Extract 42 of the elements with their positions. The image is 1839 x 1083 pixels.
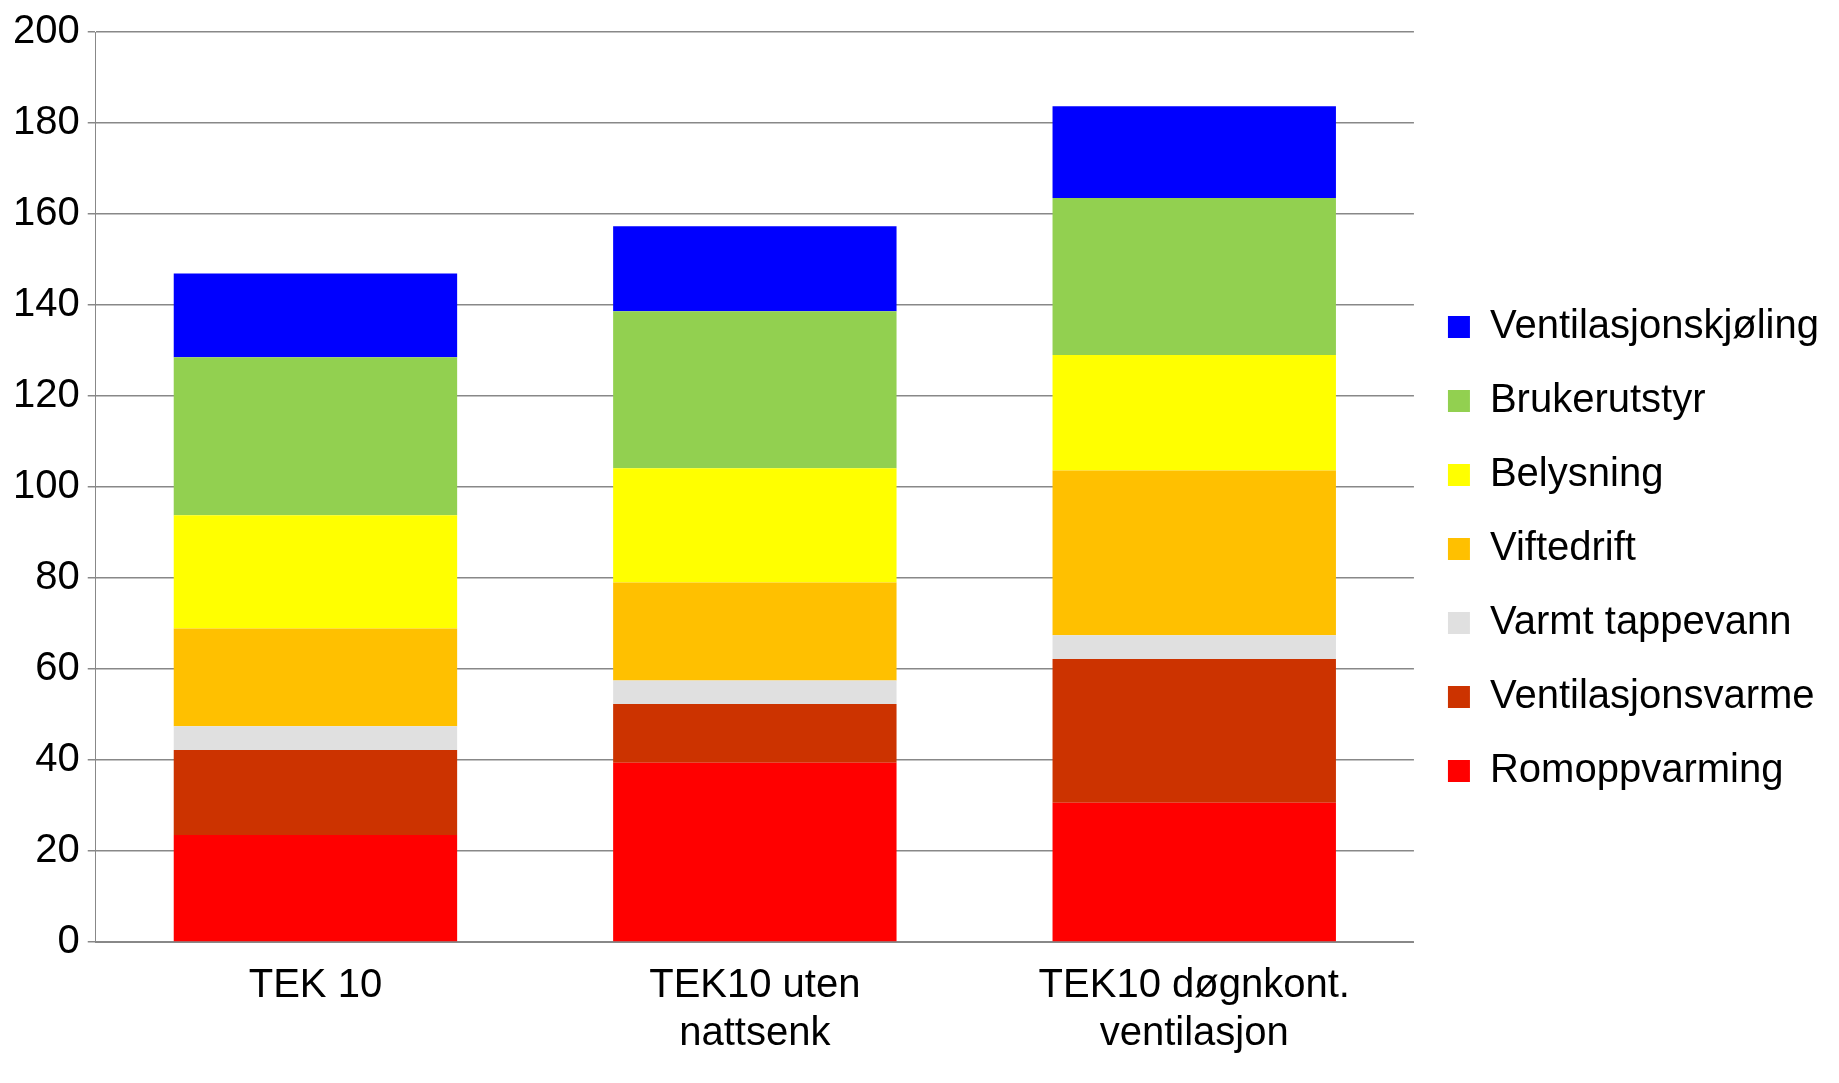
bar [613, 226, 897, 312]
legend-label: Ventilasjonskjøling [1489, 302, 1819, 347]
y-tick-label: 40 [35, 735, 80, 780]
bar [1052, 106, 1336, 199]
bar [1052, 658, 1336, 803]
y-tick-label: 120 [12, 371, 80, 416]
bar [613, 762, 897, 942]
bar [613, 311, 897, 469]
bar [173, 628, 458, 727]
bar [173, 726, 458, 750]
legend-label: Viftedrift [1489, 524, 1636, 569]
y-tick-label: 80 [35, 553, 80, 598]
bar [1052, 355, 1336, 471]
x-tick-label: TEK 10 [248, 961, 383, 1006]
bar [173, 835, 458, 942]
bar [173, 749, 458, 836]
bar [1052, 635, 1336, 659]
y-tick-label: 20 [35, 826, 80, 871]
bar [613, 582, 897, 681]
y-tick-label: 0 [57, 917, 80, 962]
bar [1052, 198, 1336, 356]
bar [613, 468, 897, 583]
y-tick-label: 200 [12, 7, 80, 52]
y-tick-label: 180 [12, 98, 80, 143]
y-tick-label: 100 [12, 462, 80, 507]
x-tick-label: TEK10 døgnkont. ventilasjon [1038, 961, 1350, 1054]
y-tick-label: 160 [12, 189, 80, 234]
x-tick-label: TEK10 uten nattsenk [649, 961, 861, 1054]
y-tick-label: 140 [12, 280, 80, 325]
bar [1052, 802, 1336, 942]
legend-label: Belysning [1489, 450, 1664, 495]
bar [613, 680, 897, 705]
legend-label: Brukerutstyr [1489, 376, 1706, 421]
bar [173, 273, 458, 358]
bar [1052, 470, 1336, 636]
y-tick-label: 60 [35, 644, 80, 689]
legend-label: Ventilasjonsvarme [1489, 672, 1815, 717]
bar [173, 357, 458, 516]
legend-label: Romoppvarming [1489, 746, 1784, 791]
bar [613, 704, 897, 763]
bar [173, 515, 458, 629]
legend-label: Varmt tappevann [1489, 598, 1792, 643]
